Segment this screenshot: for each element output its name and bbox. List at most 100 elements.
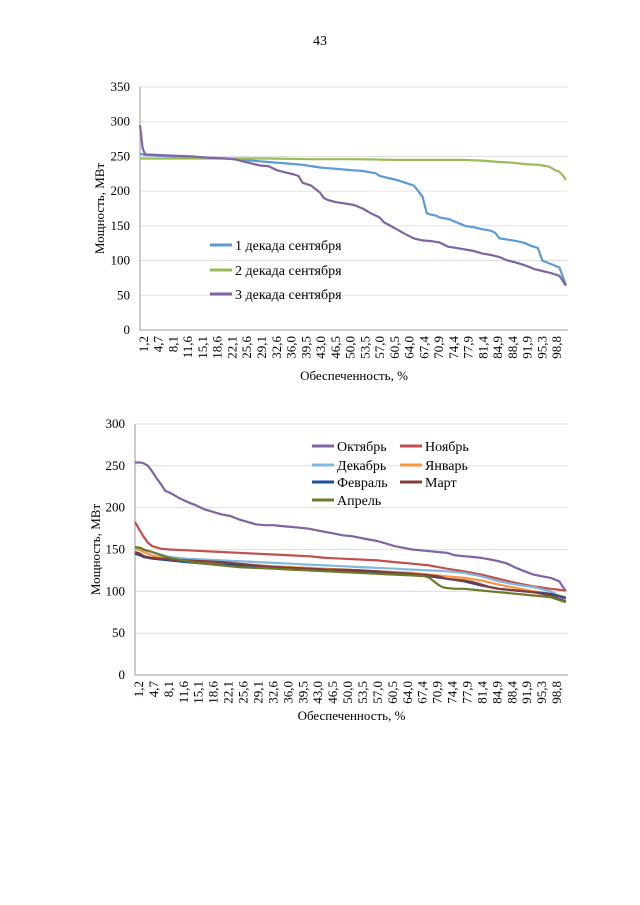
y-tick-label: 250 [106,458,126,473]
x-tick-label: 88,4 [504,681,519,704]
x-tick-label: 84,9 [490,336,505,359]
x-tick-label: 95,3 [534,681,549,704]
legend-item: Апрель [312,494,381,509]
x-tick-label: 39,5 [298,336,313,359]
x-tick-label: 46,5 [325,681,340,704]
x-tick-label: 29,1 [254,336,269,359]
x-tick-label: 4,7 [146,681,161,698]
y-tick-label: 200 [106,500,126,515]
x-tick-label: 46,5 [328,336,343,359]
x-tick-label: 53,5 [357,336,372,359]
legend-label: 1 декада сентября [235,239,342,254]
y-axis-title: Мощность, МВт [88,504,103,596]
x-tick-label: 88,4 [505,336,520,359]
legend-label: Декабрь [337,459,386,474]
legend-item: 3 декада сентября [210,288,342,303]
x-tick-label: 50,0 [340,681,355,704]
x-tick-label: 15,1 [195,336,210,359]
x-tick-label: 1,2 [131,681,146,697]
x-tick-label: 60,5 [387,336,402,359]
x-tick-label: 57,0 [372,336,387,359]
x-tick-label: 22,1 [224,336,239,359]
x-tick-label: 29,1 [250,681,265,704]
legend-item: Январь [400,459,468,474]
x-tick-label: 8,1 [165,336,180,352]
x-tick-label: 39,5 [295,681,310,704]
y-tick-label: 300 [106,416,126,431]
y-tick-label: 100 [106,583,126,598]
y-tick-label: 350 [111,79,131,94]
series-line [135,461,567,592]
x-tick-label: 95,3 [534,336,549,359]
x-tick-label: 50,0 [343,336,358,359]
legend-item: 2 декада сентября [210,264,342,279]
y-tick-label: 300 [111,114,131,129]
y-tick-label: 100 [111,253,131,268]
x-tick-label: 1,2 [136,336,151,352]
y-tick-label: 250 [111,148,131,163]
series-line [134,545,567,604]
x-tick-label: 8,1 [161,681,176,697]
legend-label: Март [425,476,457,491]
x-tick-label: 98,8 [549,681,564,704]
x-tick-label: 18,6 [210,336,225,359]
legend-item: Декабрь [312,459,386,474]
legend-label: Ноябрь [425,440,469,455]
x-tick-label: 84,9 [489,681,504,704]
x-axis-title: Обеспеченность, % [300,368,408,383]
legend-item: Февраль [312,476,388,491]
series-line [134,521,566,592]
x-tick-label: 60,5 [385,681,400,704]
legend-item: 1 декада сентября [210,239,342,254]
y-tick-label: 0 [119,667,126,682]
x-tick-label: 43,0 [313,336,328,359]
x-tick-label: 98,8 [549,336,564,359]
x-tick-label: 64,0 [400,681,415,704]
x-tick-label: 81,4 [474,681,489,704]
x-tick-label: 43,0 [310,681,325,704]
x-tick-label: 77,9 [461,336,476,359]
x-tick-label: 81,4 [475,336,490,359]
series-line [139,152,567,286]
x-tick-label: 25,6 [239,336,254,359]
legend-label: Апрель [337,494,381,509]
x-tick-label: 64,0 [402,336,417,359]
x-tick-label: 74,4 [446,336,461,359]
x-tick-label: 67,4 [415,681,430,704]
x-tick-label: 11,6 [176,681,191,704]
x-tick-label: 32,6 [269,336,284,359]
x-tick-label: 91,9 [520,336,535,359]
x-tick-label: 91,9 [519,681,534,704]
y-tick-label: 0 [124,322,131,337]
x-tick-label: 11,6 [180,336,195,359]
x-tick-label: 18,6 [206,681,221,704]
x-tick-label: 77,9 [459,681,474,704]
legend-label: 2 декада сентября [235,264,342,279]
y-tick-label: 150 [111,218,131,233]
legend-item: Март [400,476,457,491]
x-tick-label: 15,1 [191,681,206,704]
y-tick-label: 50 [117,287,130,302]
x-tick-label: 70,9 [430,681,445,704]
legend-item: Октябрь [312,440,387,455]
y-tick-label: 150 [106,542,126,557]
y-tick-label: 200 [111,183,131,198]
page-number: 43 [313,34,327,49]
x-tick-label: 22,1 [221,681,236,704]
legend-label: Февраль [337,476,388,491]
legend-label: Январь [425,459,468,474]
series-line [138,125,567,287]
chart-september: 0 50 100 150 200 250 300 350 1,2 4,7 8,1 11,6 15,1 18… [92,79,568,383]
y-tick-label: 50 [112,625,125,640]
x-tick-label: 70,9 [431,336,446,359]
x-tick-label: 36,0 [284,336,299,359]
x-tick-label: 57,0 [370,681,385,704]
x-tick-label: 25,6 [236,681,251,704]
x-tick-label: 4,7 [151,336,166,353]
y-axis-title: Мощность, МВт [92,163,107,255]
x-tick-label: 53,5 [355,681,370,704]
legend-label: 3 декада сентября [235,288,342,303]
series-line [140,157,567,181]
x-tick-label: 36,0 [280,681,295,704]
